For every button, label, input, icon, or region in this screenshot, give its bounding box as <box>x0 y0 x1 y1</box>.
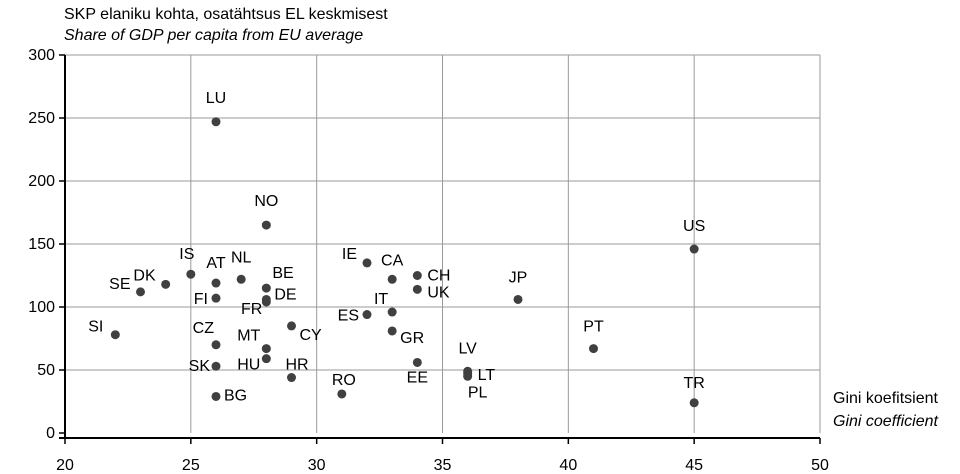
data-point-se <box>136 287 145 297</box>
data-point-ee <box>412 357 422 367</box>
data-label-be: BE <box>272 265 293 282</box>
y-tick-label: 150 <box>28 236 55 253</box>
data-label-hu: HU <box>237 357 260 374</box>
data-point-cy <box>287 321 296 331</box>
data-label-at: AT <box>206 255 225 272</box>
data-label-jp: JP <box>509 269 528 286</box>
data-point-fr <box>261 297 271 307</box>
x-tick-label: 40 <box>559 457 577 474</box>
data-point-si <box>110 330 120 340</box>
data-point-bg <box>211 391 221 401</box>
data-point-ro <box>337 389 347 399</box>
data-label-sk: SK <box>189 358 211 375</box>
y-axis-title-en: Share of GDP per capita from EU average <box>64 27 364 44</box>
y-tick-label: 50 <box>37 362 55 379</box>
data-point-hr <box>287 373 296 383</box>
data-point-pl <box>463 371 473 381</box>
x-axis-title: Gini koefitsient <box>833 390 938 407</box>
data-label-no: NO <box>254 193 278 210</box>
data-point-fi <box>211 293 221 303</box>
data-point-hu <box>261 354 271 364</box>
data-label-dk: DK <box>133 267 156 284</box>
data-point-us <box>689 244 699 254</box>
data-label-gr: GR <box>400 330 424 347</box>
data-point-no <box>261 220 271 230</box>
x-axis-title-en: Gini coefficient <box>833 413 938 430</box>
x-tick-label: 25 <box>182 457 200 474</box>
y-tick-label: 300 <box>28 47 55 64</box>
data-label-de: DE <box>274 286 296 303</box>
data-point-jp <box>513 294 523 304</box>
data-label-mt: MT <box>237 328 260 345</box>
data-point-ca <box>387 274 397 284</box>
data-point-ch <box>412 271 422 280</box>
data-label-lu: LU <box>206 90 226 107</box>
data-point-be <box>261 283 271 293</box>
data-label-pt: PT <box>583 319 604 336</box>
data-point-lu <box>211 117 221 127</box>
x-tick-label: 30 <box>308 457 326 474</box>
data-label-it: IT <box>374 291 388 308</box>
data-point-at <box>211 278 221 288</box>
data-label-us: US <box>683 218 705 235</box>
data-point-nl <box>236 274 246 284</box>
data-label-fr: FR <box>241 301 262 318</box>
data-point-ie <box>362 258 372 268</box>
data-label-hr: HR <box>286 357 309 374</box>
data-label-es: ES <box>338 308 359 325</box>
data-label-cy: CY <box>300 327 323 344</box>
y-tick-label: 200 <box>28 173 55 190</box>
data-label-lv: LV <box>458 340 477 357</box>
y-axis-title: SKP elaniku kohta, osatähtsus EL keskmis… <box>64 6 388 23</box>
y-tick-label: 0 <box>46 425 55 442</box>
data-label-ca: CA <box>381 252 404 269</box>
y-tick-label: 100 <box>28 299 55 316</box>
data-point-gr <box>387 326 397 336</box>
data-label-cz: CZ <box>193 320 215 337</box>
data-point-is <box>186 269 196 279</box>
data-label-nl: NL <box>231 249 252 266</box>
data-point-sk <box>211 361 221 371</box>
y-tick-label: 250 <box>28 110 55 127</box>
x-tick-label: 45 <box>685 457 703 474</box>
data-label-ee: EE <box>407 369 428 386</box>
data-point-pt <box>589 344 598 354</box>
data-label-fi: FI <box>194 291 208 308</box>
data-label-ie: IE <box>342 246 357 263</box>
data-label-is: IS <box>179 246 194 263</box>
x-tick-label: 20 <box>56 457 74 474</box>
data-point-es <box>362 310 372 320</box>
data-point-tr <box>689 398 699 408</box>
data-point-uk <box>412 284 422 294</box>
data-point-dk <box>161 279 171 289</box>
data-point-it <box>387 307 397 317</box>
x-tick-label: 50 <box>811 457 829 474</box>
data-label-se: SE <box>109 276 130 293</box>
data-label-ch: CH <box>427 268 450 285</box>
data-point-mt <box>261 344 271 354</box>
data-point-cz <box>211 340 221 350</box>
data-label-bg: BG <box>224 387 247 404</box>
data-label-lt: LT <box>478 367 496 384</box>
data-label-uk: UK <box>427 284 450 301</box>
data-label-tr: TR <box>684 375 705 392</box>
data-label-ro: RO <box>332 372 356 389</box>
data-label-si: SI <box>88 319 103 336</box>
data-label-pl: PL <box>468 384 488 401</box>
x-tick-label: 35 <box>434 457 452 474</box>
